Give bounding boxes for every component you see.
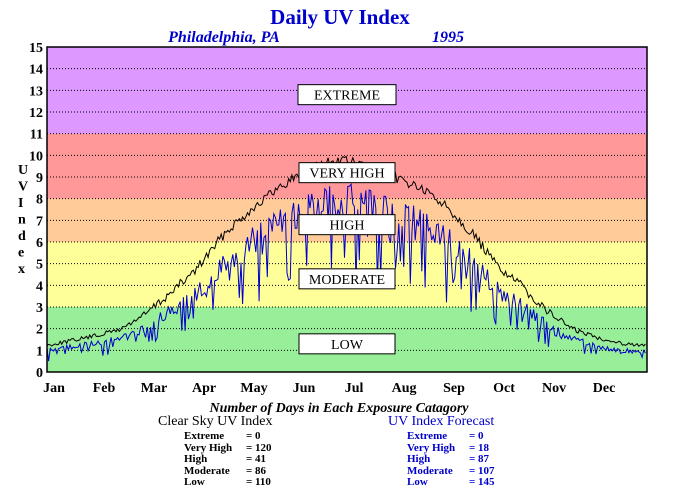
y-tick-label: 7 (36, 214, 43, 229)
x-tick-label: May (240, 381, 267, 396)
stats-sep: = (469, 476, 479, 488)
x-tick-labels: Jan Feb Mar Apr May Jun Jul Aug Sep Oct Nov Dec (43, 381, 615, 396)
x-tick-label: Aug (392, 381, 417, 396)
clear-sky-title: Clear Sky UV Index (158, 414, 273, 429)
stats-sep: = (469, 430, 479, 442)
chart-subtitle-year: 1995 (432, 29, 464, 46)
stats-value: 86 (255, 464, 267, 477)
stats-label: Moderate (407, 464, 453, 477)
band-label-box (298, 214, 396, 236)
stats-sep: = (469, 441, 479, 454)
stats-sep: = (246, 453, 256, 465)
plot-frame (46, 46, 648, 373)
y-tick-label: 5 (36, 258, 43, 273)
x-tick-label: Oct (493, 381, 515, 396)
band-label-box (297, 84, 397, 106)
stats-label: Extreme (184, 430, 225, 442)
stats-row: High = 41 (158, 453, 272, 466)
stats-label: Extreme (407, 430, 448, 442)
band-label: VERY HIGH (309, 167, 384, 182)
x-tick-label: Jun (293, 381, 316, 396)
y-tick-label: 4 (36, 279, 43, 294)
stats-row: Low = 110 (158, 476, 272, 489)
stats-label: Very High (184, 441, 233, 454)
stats-row: Moderate = 86 (158, 464, 272, 478)
chart-subtitle-location: Philadelphia, PA (167, 29, 280, 46)
stats-sep: = (246, 476, 256, 488)
stats-value: 41 (255, 453, 267, 465)
stats-row: Extreme = 0 (388, 430, 495, 443)
stats-sep: = (246, 441, 256, 454)
stats-label: High (407, 453, 431, 465)
stats-label: Very High (407, 441, 456, 454)
stats-sep: = (469, 453, 479, 465)
forecast-stats: UV Index Forecast Extreme = 0 Very High = 1… (388, 414, 495, 489)
y-tick-label: 15 (29, 41, 43, 56)
stats-value: 120 (255, 441, 272, 454)
band-label: MODERATE (309, 273, 385, 288)
stats-value: 0 (255, 430, 261, 442)
stats-row: Extreme = 0 (158, 430, 272, 443)
stats-row: Very High = 120 (158, 441, 272, 455)
stats-value: 107 (478, 464, 495, 477)
x-tick-label: Jan (43, 381, 65, 396)
x-tick-label: Nov (542, 381, 566, 396)
x-tick-label: Dec (593, 381, 616, 396)
stats-value: 0 (478, 430, 484, 442)
y-tick-label: 12 (29, 106, 43, 121)
x-tick-label: Mar (141, 381, 167, 396)
stats-label: Low (407, 476, 428, 488)
stats-value: 145 (478, 476, 495, 488)
x-tick-label: Feb (93, 381, 116, 396)
band-label-box (298, 162, 396, 184)
y-tick-label: 0 (36, 366, 43, 381)
forecast-title: UV Index Forecast (388, 414, 495, 429)
stats-row: High = 87 (388, 453, 495, 466)
stats-value: 87 (478, 453, 490, 465)
stats-sep: = (246, 430, 256, 442)
band-label-box (298, 268, 396, 290)
stats-row: Moderate = 107 (388, 464, 495, 478)
x-tick-label: Sep (443, 381, 465, 396)
band-label-box (298, 333, 396, 355)
y-tick-label: 13 (29, 84, 43, 99)
stats-label: Low (184, 476, 205, 488)
y-tick-label: 2 (36, 323, 43, 338)
stats-row: Very High = 18 (388, 441, 495, 455)
stats-row: Low = 145 (388, 476, 495, 489)
x-tick-label: Apr (192, 381, 216, 396)
stats-title: Number of Days in Each Exposure Catagory (208, 401, 469, 416)
band-labels: LOW MODERATE HIGH VERY HIGH EXTREME (297, 84, 397, 355)
stats-sep: = (469, 464, 479, 477)
stats-sep: = (246, 464, 256, 477)
stats-value: 110 (255, 476, 271, 488)
stats-value: 18 (478, 441, 490, 454)
chart-title: Daily UV Index (270, 5, 410, 29)
y-tick-label: 1 (36, 344, 43, 359)
stats-label: Moderate (184, 464, 230, 477)
band-label: LOW (331, 338, 364, 353)
x-tick-label: Jul (345, 381, 364, 396)
y-tick-label: 11 (30, 128, 43, 143)
y-tick-label: 3 (36, 301, 43, 316)
clear-sky-stats: Clear Sky UV Index Extreme = 0 Very High = … (158, 414, 272, 489)
y-tick-label: 6 (36, 236, 43, 251)
band-label: HIGH (330, 219, 365, 234)
stats-label: High (184, 453, 208, 465)
y-tick-label: 8 (36, 193, 43, 208)
y-tick-label: 9 (36, 171, 43, 186)
y-tick-label: 14 (29, 63, 43, 78)
band-label: EXTREME (314, 89, 380, 104)
y-tick-label: 10 (29, 149, 43, 164)
series-line-clear (46, 155, 646, 348)
